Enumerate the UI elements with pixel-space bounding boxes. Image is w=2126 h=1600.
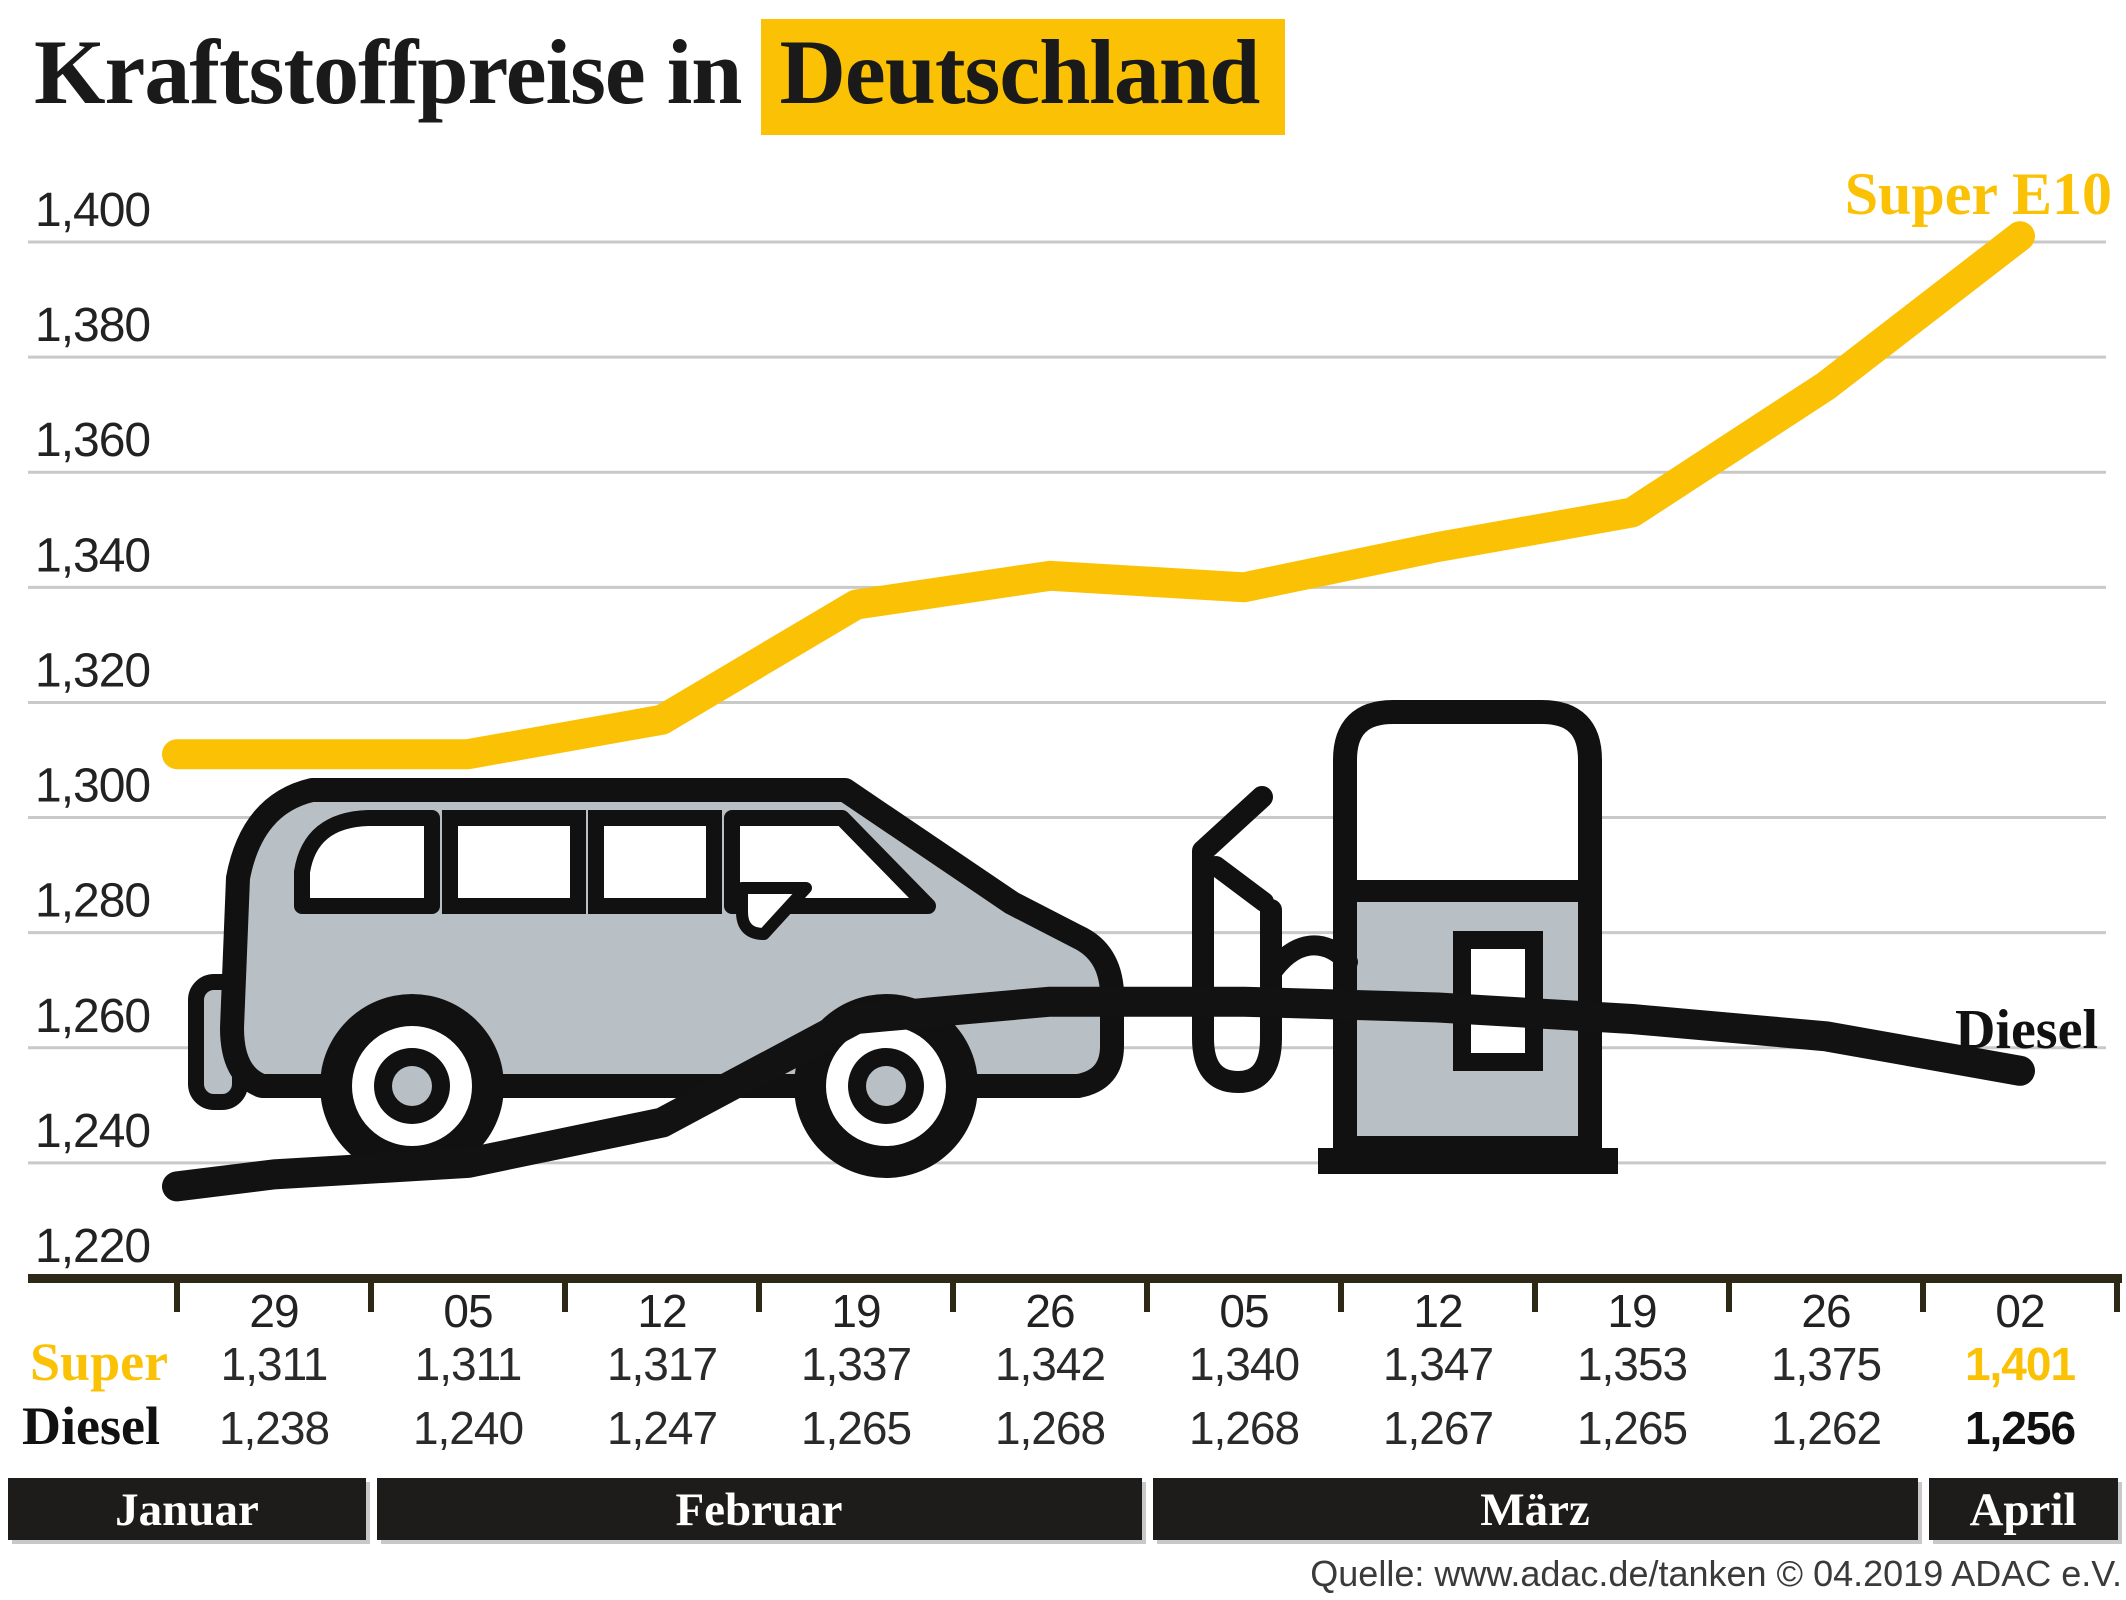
y-axis-tick-label: 1,340 <box>35 529 150 582</box>
super-values-row: 1,311 1,311 1,317 1,337 1,342 1,340 1,347 1,353… <box>221 1338 2077 1390</box>
diesel-value: 1,240 <box>413 1402 523 1454</box>
date-label: 26 <box>1025 1285 1074 1337</box>
y-axis-tick-label: 1,320 <box>35 644 150 697</box>
diesel-value: 1,268 <box>1189 1402 1299 1454</box>
diesel-value: 1,262 <box>1771 1402 1881 1454</box>
date-label: 26 <box>1801 1285 1850 1337</box>
y-axis-tick-label: 1,260 <box>35 990 150 1043</box>
pump-hose <box>1260 935 1358 985</box>
pump-nozzle <box>1192 786 1282 1093</box>
y-axis-tick-label: 1,360 <box>35 414 150 467</box>
title-highlight: Deutschland <box>761 19 1286 135</box>
date-label: 05 <box>443 1285 492 1337</box>
car-window-middle <box>442 810 586 914</box>
super-value: 1,353 <box>1577 1338 1687 1390</box>
super-value: 1,347 <box>1383 1338 1493 1390</box>
pump-base <box>1318 1148 1618 1174</box>
car-wheel-rear <box>320 994 504 1178</box>
x-axis-line <box>28 1274 2122 1283</box>
month-label-maerz: März <box>1480 1484 1590 1536</box>
super-value: 1,337 <box>801 1338 911 1390</box>
super-e10-line <box>162 221 2035 770</box>
month-label-februar: Februar <box>675 1484 842 1536</box>
super-value: 1,317 <box>607 1338 717 1390</box>
y-axis-labels: 1,400 1,380 1,360 1,340 1,320 1,300 1,280 1,260… <box>35 184 151 1273</box>
diesel-value: 1,268 <box>995 1402 1105 1454</box>
date-label: 12 <box>1413 1285 1462 1337</box>
diesel-value: 1,238 <box>219 1402 329 1454</box>
date-label: 29 <box>249 1285 298 1337</box>
diesel-series-label: Diesel <box>1955 999 2098 1061</box>
diesel-row-label: Diesel <box>22 1396 160 1456</box>
date-label: 05 <box>1219 1285 1268 1337</box>
car-window-rear <box>294 810 440 914</box>
super-row-label: Super <box>30 1332 168 1392</box>
super-value: 1,311 <box>221 1338 328 1390</box>
month-band-januar: Januar <box>8 1478 370 1544</box>
month-band-april: April <box>1929 1478 2122 1544</box>
diesel-value: 1,265 <box>1577 1402 1687 1454</box>
pump-divider-bar <box>1345 880 1590 902</box>
diesel-value: 1,256 <box>1965 1402 2075 1454</box>
date-label: 19 <box>831 1285 880 1337</box>
y-axis-tick-label: 1,240 <box>35 1105 150 1158</box>
date-label: 12 <box>637 1285 686 1337</box>
date-label: 02 <box>1995 1285 2044 1337</box>
diesel-value: 1,267 <box>1383 1402 1493 1454</box>
month-label-april: April <box>1969 1484 2076 1536</box>
super-value: 1,401 <box>1965 1338 2076 1390</box>
month-band-februar: Februar <box>377 1478 1146 1544</box>
month-label-januar: Januar <box>115 1484 259 1536</box>
y-axis-tick-label: 1,380 <box>35 299 150 352</box>
diesel-values-row: 1,238 1,240 1,247 1,265 1,268 1,268 1,267 1,265… <box>219 1402 2076 1454</box>
y-axis-tick-label: 1,300 <box>35 760 150 813</box>
x-axis-ticks <box>174 1283 2120 1312</box>
diesel-value: 1,247 <box>607 1402 717 1454</box>
title-text: Kraftstoffpreise in <box>34 21 742 123</box>
y-axis-tick-label: 1,280 <box>35 875 150 928</box>
page-title: Kraftstoffpreise in Deutschland <box>34 16 1286 135</box>
super-value: 1,311 <box>415 1338 522 1390</box>
diesel-line <box>162 986 2035 1202</box>
super-value: 1,340 <box>1189 1338 1299 1390</box>
date-label: 19 <box>1607 1285 1656 1337</box>
pump-nozzle-handle <box>1206 856 1274 912</box>
fuel-pump-illustration <box>1192 700 1618 1174</box>
y-axis-tick-label: 1,220 <box>35 1220 150 1273</box>
source-credit: Quelle: www.adac.de/tanken © 04.2019 ADA… <box>1310 1553 2122 1594</box>
date-labels-row: 29 05 12 19 26 05 12 19 26 02 <box>249 1285 2045 1337</box>
car-mirror <box>736 882 812 940</box>
super-e10-series-label: Super E10 <box>1845 161 2112 227</box>
diesel-value: 1,265 <box>801 1402 911 1454</box>
month-band-maerz: März <box>1153 1478 1922 1544</box>
car-window-front <box>588 810 722 914</box>
super-value: 1,375 <box>1771 1338 1881 1390</box>
super-value: 1,342 <box>995 1338 1105 1390</box>
y-axis-tick-label: 1,400 <box>35 184 150 237</box>
